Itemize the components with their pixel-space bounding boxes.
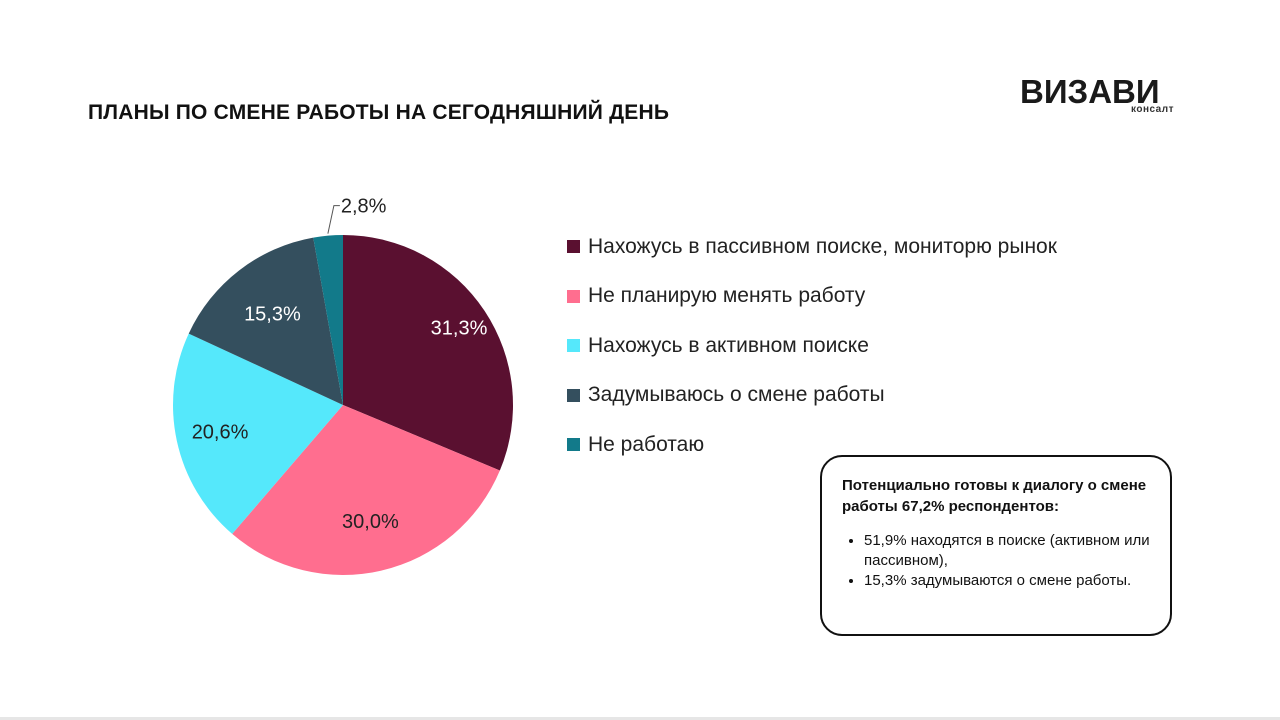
- bottom-divider: [0, 717, 1280, 720]
- page-title: ПЛАНЫ ПО СМЕНЕ РАБОТЫ НА СЕГОДНЯШНИЙ ДЕН…: [88, 101, 670, 124]
- legend-swatch: [567, 240, 580, 254]
- logo-subtitle: консалт: [1130, 104, 1174, 115]
- callout-bullet: 15,3% задумываются о смене работы.: [864, 571, 1154, 591]
- callout-list: 51,9% находятся в поиске (активном или п…: [842, 531, 1154, 591]
- pie-slice: [343, 235, 513, 471]
- summary-callout: Потенциально готовы к диалогу о смене ра…: [820, 455, 1172, 636]
- pie-data-label: 2,8%: [341, 196, 387, 218]
- logo: ВИЗАВИ консалт: [1020, 72, 1180, 124]
- legend-entry: Не планирую менять работу: [567, 272, 1057, 322]
- logo-text: ВИЗАВИ: [1020, 73, 1160, 110]
- pie-slice: [313, 235, 343, 405]
- legend-swatch: [567, 339, 580, 353]
- legend-swatch: [567, 289, 580, 303]
- pie-data-label: 15,3%: [244, 303, 301, 325]
- legend-label: Не планирую менять работу: [588, 284, 866, 308]
- pie-data-label: 31,3%: [431, 318, 488, 340]
- legend-entry: Задумываюсь о смене работы: [567, 371, 1057, 421]
- pie-slice: [188, 237, 343, 405]
- legend-entry: Нахожусь в пассивном поиске, мониторю ры…: [567, 222, 1057, 272]
- pie-slice: [232, 405, 500, 576]
- legend-label: Нахожусь в активном поиске: [588, 333, 869, 357]
- legend-entry: Нахожусь в активном поиске: [567, 321, 1057, 371]
- pie-leader-line: [327, 205, 340, 234]
- legend-entry: Не работаю: [567, 420, 1057, 470]
- pie-data-label: 30,0%: [342, 511, 399, 533]
- callout-bullet: 51,9% находятся в поиске (активном или п…: [864, 531, 1154, 571]
- pie-chart: 31,3% 30,0% 20,6% 15,3% 2,8%: [172, 196, 513, 576]
- pie-data-label: 20,6%: [192, 422, 249, 444]
- legend-label: Нахожусь в пассивном поиске, мониторю ры…: [588, 234, 1057, 258]
- callout-heading: Потенциально готовы к диалогу о смене ра…: [842, 477, 1147, 515]
- legend-swatch: [567, 388, 580, 402]
- pie-slice: [172, 333, 343, 534]
- legend-label: Задумываюсь о смене работы: [588, 383, 885, 407]
- chart-legend: Нахожусь в пассивном поиске, мониторю ры…: [567, 222, 1057, 470]
- legend-label: Не работаю: [588, 432, 705, 456]
- legend-swatch: [567, 438, 580, 452]
